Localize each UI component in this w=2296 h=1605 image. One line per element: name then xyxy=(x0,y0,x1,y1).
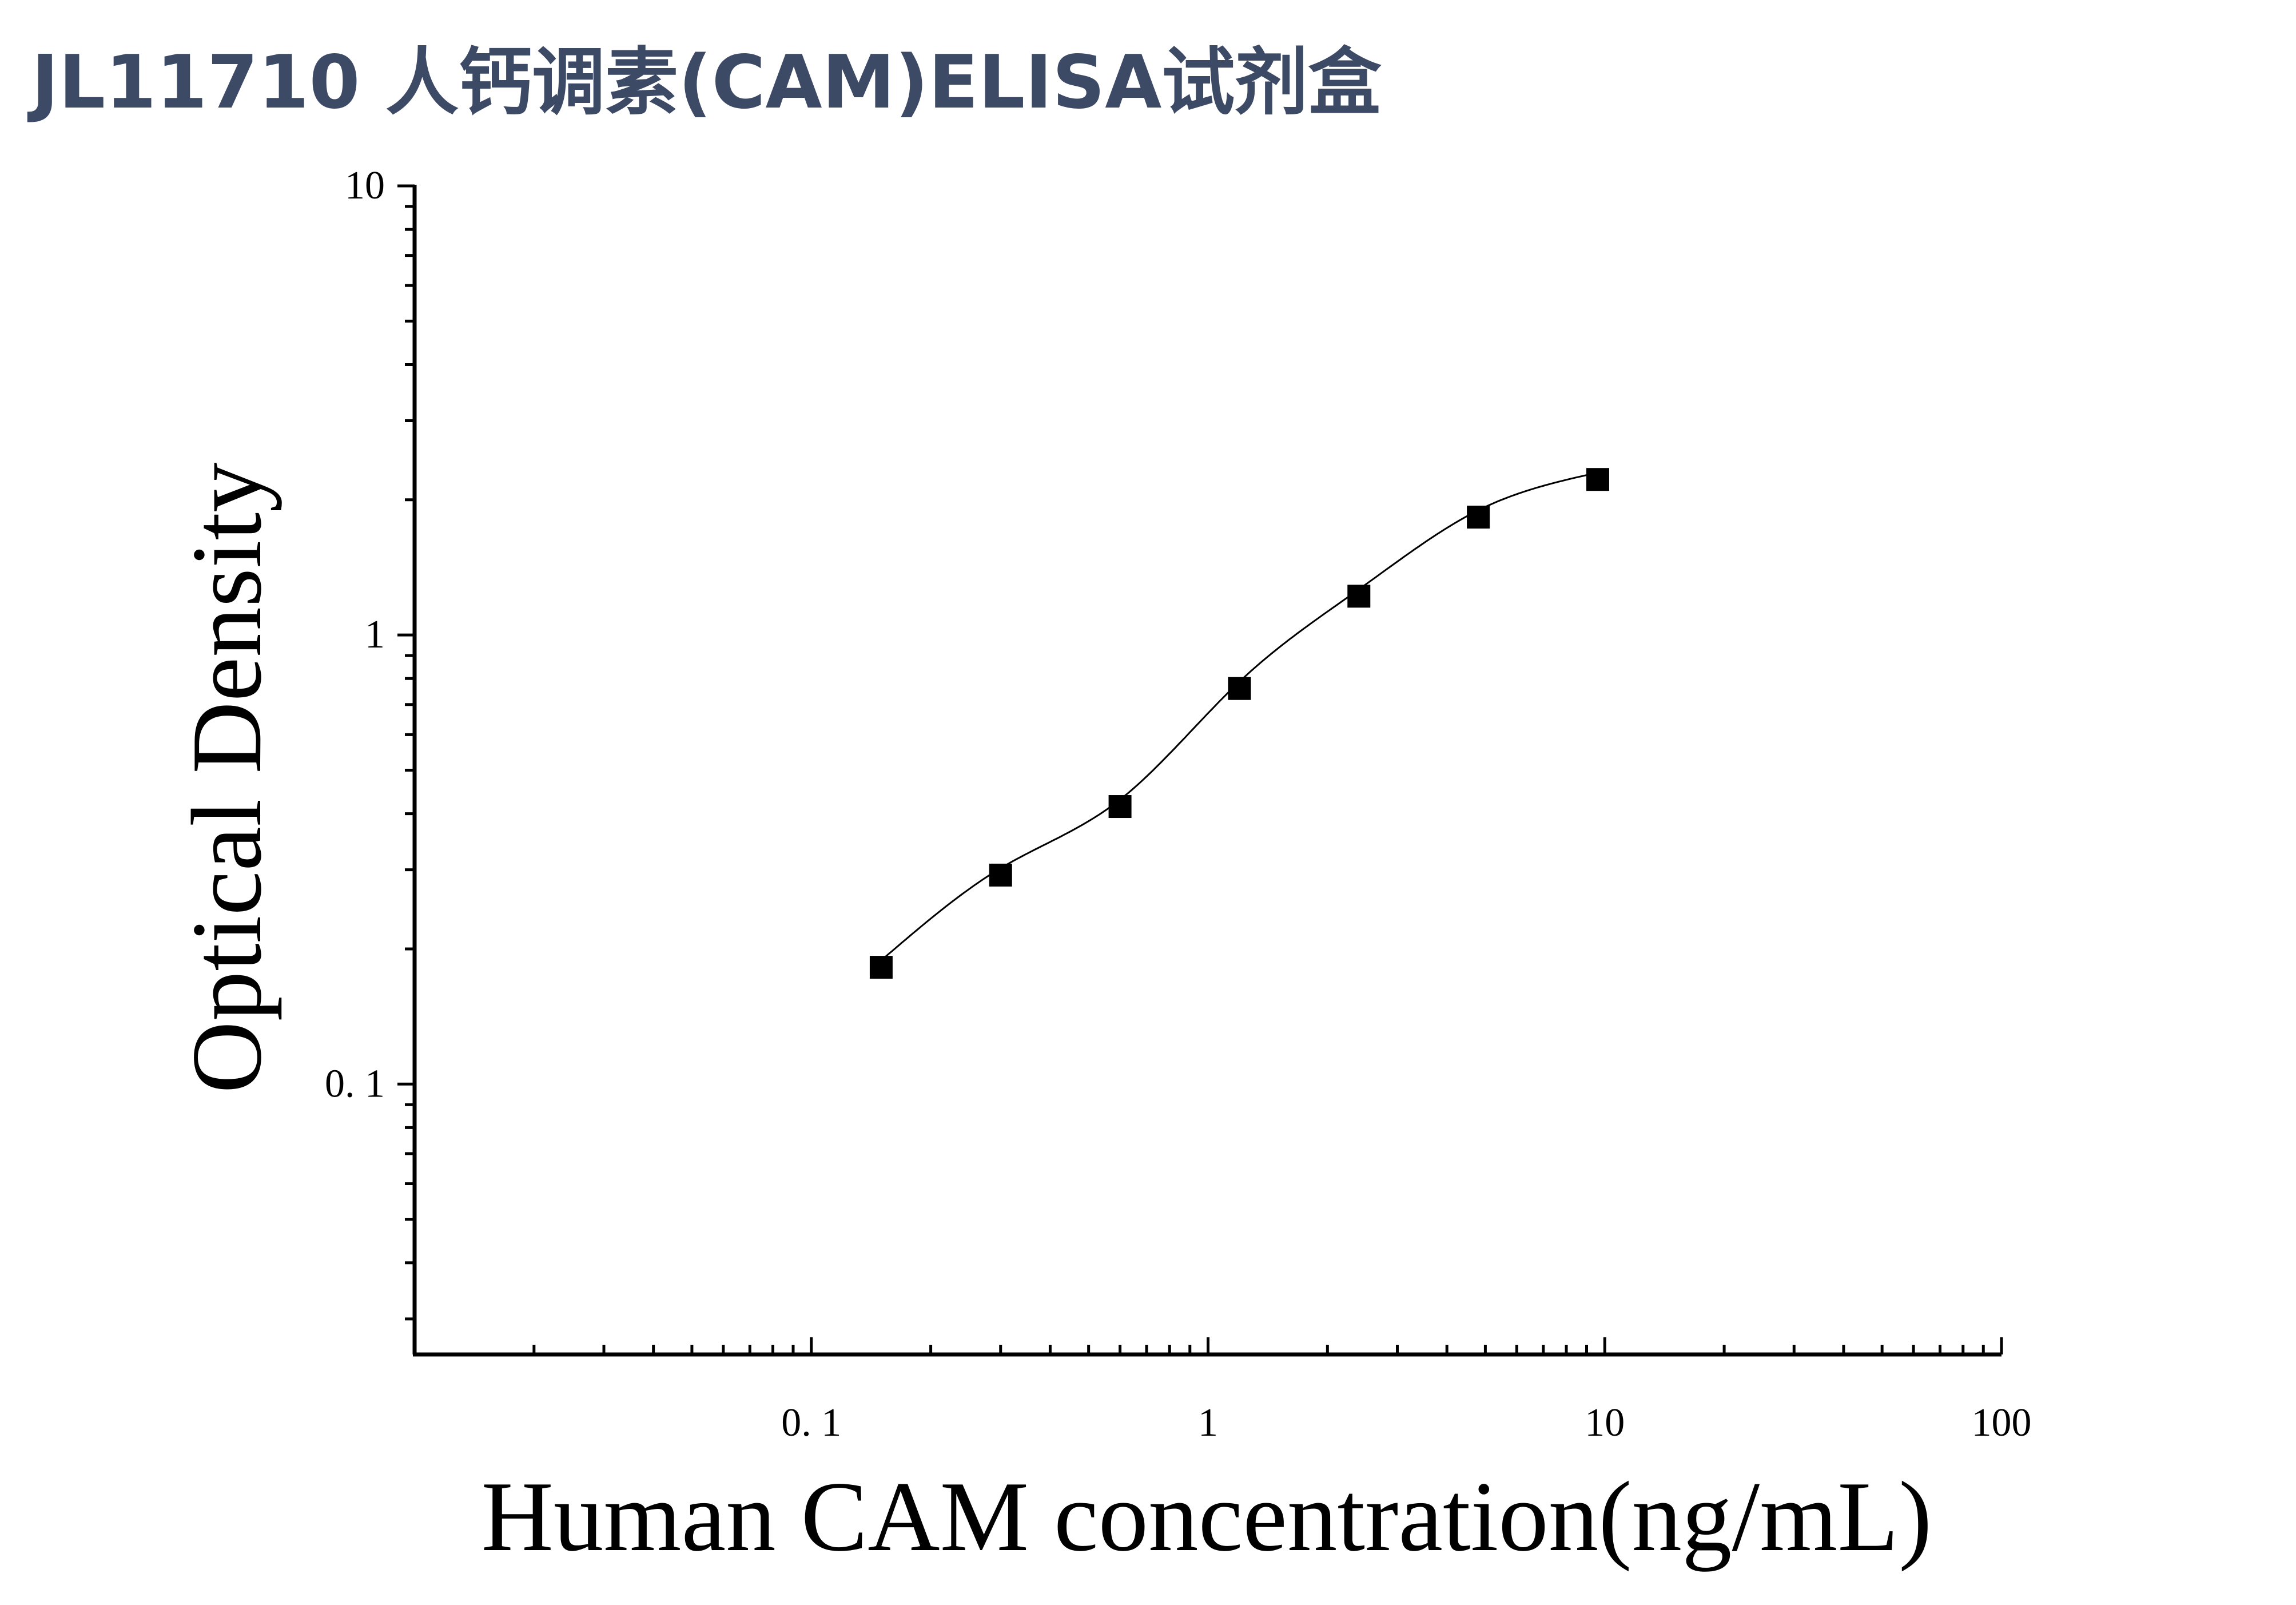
x-axis-title: Human CAM concentration(ng/mL) xyxy=(482,1461,1932,1572)
data-points xyxy=(869,468,1609,979)
y-tick-label: 10 xyxy=(345,164,385,208)
page-title: JL11710 人钙调素(CAM)ELISA试剂盒 xyxy=(31,40,1382,125)
fit-curve-layer xyxy=(880,471,1598,962)
data-point xyxy=(1586,468,1609,491)
data-point xyxy=(1108,795,1132,819)
x-tick-label: 100 xyxy=(1972,1401,2032,1445)
data-point xyxy=(989,863,1012,887)
x-tick-label: 10 xyxy=(1585,1401,1625,1445)
data-point xyxy=(1347,585,1371,608)
x-tick-label: 1 xyxy=(1198,1401,1218,1445)
data-point xyxy=(1228,677,1251,700)
data-point xyxy=(869,956,893,979)
x-tick-label: 0. 1 xyxy=(781,1401,841,1445)
y-axis-title: Optical Density xyxy=(171,462,282,1093)
axes: 0. 1 1 10 100 0. 1 1 10 xyxy=(325,164,2032,1445)
fit-curve xyxy=(880,471,1598,962)
y-tick-label: 1 xyxy=(365,613,385,657)
y-tick-label: 0. 1 xyxy=(325,1062,385,1106)
data-point xyxy=(1467,506,1490,529)
